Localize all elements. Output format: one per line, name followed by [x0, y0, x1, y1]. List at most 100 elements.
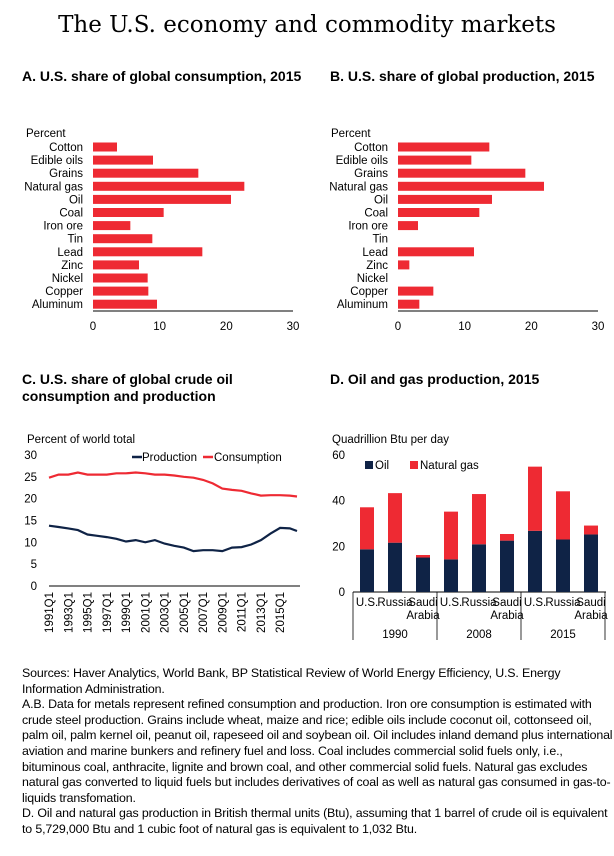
chart-a-bar [93, 247, 203, 257]
chart-d-group-label: 2015 [550, 629, 576, 641]
chart-a-category-label: Oil [69, 194, 83, 206]
chart-a-bar [93, 168, 199, 178]
chart-a-category-label: Aluminum [32, 299, 83, 311]
chart-d-bar-oil [500, 540, 514, 592]
chart-d-unit-label: Quadrillion Btu per day [332, 434, 449, 446]
panel-d-title: D. Oil and gas production, 2015 [330, 371, 540, 387]
chart-b-bar [398, 247, 474, 257]
chart-a-category-label: Tin [67, 234, 83, 246]
chart-a-category-label: Nickel [52, 273, 83, 285]
chart-a-bar [93, 273, 148, 283]
chart-b-bar [398, 260, 410, 270]
chart-d-y-tick-label: 0 [339, 587, 345, 599]
chart-a-category-label: Lead [57, 247, 83, 259]
chart-d-category-label: Saudi [576, 597, 605, 609]
chart-a-bar [93, 142, 117, 152]
chart-c-y-tick-label: 20 [24, 494, 37, 506]
chart-c-x-tick-label: 2001Q1 [140, 592, 152, 633]
chart-d-category-label: Arabia [406, 610, 440, 622]
chart-b-bar [398, 221, 418, 231]
chart-a-bar [93, 299, 157, 309]
chart-c-x-tick-label: 2003Q1 [160, 592, 172, 633]
chart-b-category-label: Edible oils [336, 155, 389, 167]
chart-d-bar-oil [416, 557, 430, 592]
chart-b-bar [398, 286, 434, 296]
chart-b-bar [398, 142, 490, 152]
chart-b-category-label: Oil [374, 194, 388, 206]
chart-b-unit-label: Percent [331, 128, 371, 140]
notes: Sources: Haver Analytics, World Bank, BP… [22, 666, 614, 838]
chart-a-category-label: Grains [49, 168, 83, 180]
chart-d-bar-natural-gas [472, 494, 486, 545]
chart-b-tick-label: 20 [525, 321, 538, 333]
chart-d-category-label: U.S. [440, 597, 462, 609]
chart-b-bar [398, 155, 472, 165]
chart-d-bar-natural-gas [416, 555, 430, 558]
chart-c-line-consumption [48, 471, 298, 498]
chart-d-bar-natural-gas [500, 534, 514, 541]
chart-a-tick-label: 30 [287, 321, 300, 333]
chart-c-y-tick-label: 0 [31, 581, 37, 593]
chart-d-bar-oil [444, 559, 458, 592]
chart-d-legend-swatch-natural-gas [410, 461, 418, 469]
chart-c-y-tick-label: 30 [24, 450, 37, 462]
chart-b-category-label: Lead [362, 247, 388, 259]
chart-d-bar-oil [584, 534, 598, 592]
chart-d-bar-oil [556, 539, 570, 592]
chart-d-legend-label: Oil [375, 460, 389, 472]
chart-a-bar [93, 208, 164, 217]
chart-a-category-label: Edible oils [31, 155, 84, 167]
chart-c-y-tick-label: 10 [24, 537, 37, 549]
chart-b-category-label: Zinc [366, 260, 388, 272]
chart-b-category-label: Copper [350, 286, 388, 298]
chart-d-bar-natural-gas [444, 511, 458, 560]
chart-d-bar-oil [360, 549, 374, 592]
chart-b-tick-label: 10 [458, 321, 471, 333]
chart-d-category-label: Russia [461, 597, 497, 609]
chart-a-bar [93, 286, 149, 296]
chart-a-bar [93, 194, 231, 204]
chart-d-y-tick-label: 60 [332, 450, 345, 462]
chart-a-bar [93, 234, 153, 244]
note-ab: A.B. Data for metals represent refined c… [22, 697, 613, 805]
chart-d-category-label: Saudi [492, 597, 521, 609]
chart-d-category-label: U.S. [524, 597, 546, 609]
chart-a-bar [93, 155, 153, 165]
panel-a-title: A. U.S. share of global consumption, 201… [22, 68, 302, 84]
chart-d-legend-swatch-oil [365, 461, 373, 469]
chart-c-x-tick-label: 2013Q1 [256, 592, 268, 633]
chart-d-category-label: Saudi [408, 597, 437, 609]
chart-b-category-label: Tin [372, 234, 388, 246]
page-title: The U.S. economy and commodity markets [58, 12, 556, 38]
chart-b-bar [398, 208, 480, 217]
chart-b-bar [398, 194, 492, 204]
panel-c-title: C. U.S. share of global crude oil consum… [22, 371, 233, 404]
chart-a-unit-label: Percent [26, 128, 66, 140]
chart-d-bar-oil [472, 544, 486, 592]
chart-d-y-tick-label: 40 [332, 496, 345, 508]
chart-d-category-label: Arabia [574, 610, 608, 622]
chart-a-tick-label: 10 [153, 321, 166, 333]
chart-b-category-label: Cotton [354, 142, 388, 154]
chart-a-category-label: Cotton [49, 142, 83, 154]
chart-d-group-label: 2008 [466, 629, 492, 641]
note-d: D. Oil and natural gas production in Bri… [22, 806, 608, 836]
chart-d-bar-natural-gas [360, 507, 374, 550]
chart-a-category-label: Natural gas [24, 181, 83, 193]
chart-b-bar [398, 299, 420, 309]
chart-d-y-tick-label: 20 [332, 541, 345, 553]
chart-c-x-tick-label: 1997Q1 [102, 592, 114, 633]
chart-a-tick-label: 20 [220, 321, 233, 333]
chart-c-x-tick-label: 2009Q1 [217, 592, 229, 633]
chart-c-x-tick-label: 1995Q1 [83, 592, 95, 633]
chart-d-category-label: Russia [377, 597, 413, 609]
chart-c-x-tick-label: 2005Q1 [179, 592, 191, 633]
chart-d-bar-natural-gas [584, 525, 598, 535]
chart-c-x-tick-label: 1999Q1 [121, 592, 133, 633]
chart-c-x-tick-label: 2007Q1 [198, 592, 210, 633]
chart-d-bar-natural-gas [556, 491, 570, 540]
note-sources: Sources: Haver Analytics, World Bank, BP… [22, 666, 561, 696]
chart-c-line-production [48, 524, 298, 553]
chart-b-bar [398, 168, 526, 178]
